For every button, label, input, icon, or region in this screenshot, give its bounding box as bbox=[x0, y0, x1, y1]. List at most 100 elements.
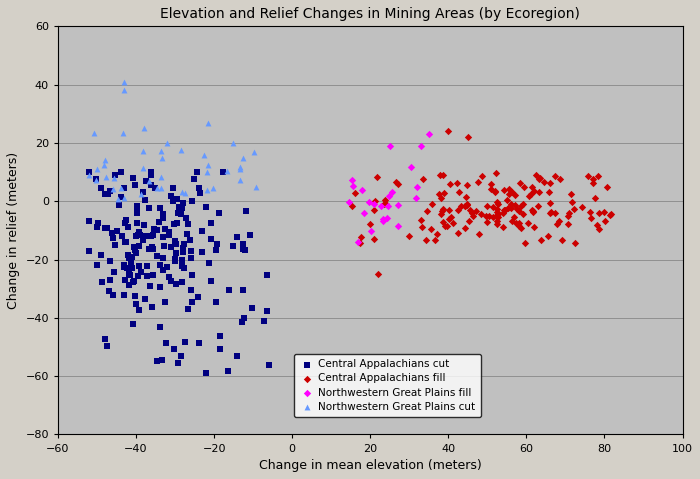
Central Appalachians fill bbox=[438, 189, 449, 196]
Central Appalachians cut bbox=[84, 168, 95, 176]
Central Appalachians fill bbox=[587, 180, 598, 187]
Central Appalachians fill bbox=[484, 213, 495, 220]
Central Appalachians cut bbox=[263, 361, 274, 368]
Y-axis label: Change in relief (meters): Change in relief (meters) bbox=[7, 152, 20, 309]
Central Appalachians cut bbox=[155, 324, 166, 331]
Central Appalachians cut bbox=[134, 231, 146, 239]
Central Appalachians fill bbox=[445, 213, 456, 220]
Central Appalachians cut bbox=[238, 245, 249, 252]
Central Appalachians fill bbox=[546, 208, 557, 216]
Central Appalachians fill bbox=[533, 202, 544, 210]
Central Appalachians cut bbox=[108, 268, 120, 276]
Central Appalachians cut bbox=[170, 280, 181, 288]
Central Appalachians fill bbox=[492, 208, 503, 216]
Northwestern Great Plains fill bbox=[392, 201, 403, 208]
Central Appalachians cut bbox=[160, 340, 172, 347]
Central Appalachians fill bbox=[393, 181, 404, 188]
Central Appalachians fill bbox=[524, 192, 535, 200]
Central Appalachians cut bbox=[169, 257, 181, 265]
Central Appalachians fill bbox=[513, 219, 524, 227]
Central Appalachians fill bbox=[527, 207, 538, 215]
Central Appalachians cut bbox=[237, 319, 248, 326]
Central Appalachians fill bbox=[514, 179, 525, 186]
Central Appalachians cut bbox=[157, 356, 168, 364]
Central Appalachians fill bbox=[379, 196, 391, 204]
Central Appalachians cut bbox=[118, 263, 130, 271]
Central Appalachians fill bbox=[459, 225, 470, 232]
Central Appalachians fill bbox=[542, 232, 553, 240]
Northwestern Great Plains cut bbox=[152, 184, 163, 192]
Central Appalachians cut bbox=[204, 260, 215, 267]
Legend: Central Appalachians cut, Central Appalachians fill, Northwestern Great Plains f: Central Appalachians cut, Central Appala… bbox=[294, 354, 481, 417]
Central Appalachians fill bbox=[534, 174, 545, 182]
Central Appalachians cut bbox=[141, 232, 152, 240]
Central Appalachians fill bbox=[473, 230, 484, 238]
Central Appalachians cut bbox=[261, 271, 272, 279]
Central Appalachians fill bbox=[493, 210, 504, 218]
Central Appalachians cut bbox=[205, 219, 216, 227]
Central Appalachians cut bbox=[231, 352, 242, 360]
Central Appalachians cut bbox=[178, 244, 189, 252]
Central Appalachians fill bbox=[533, 188, 545, 195]
Central Appalachians cut bbox=[146, 243, 158, 251]
Central Appalachians cut bbox=[110, 241, 121, 249]
Central Appalachians cut bbox=[124, 282, 135, 289]
Northwestern Great Plains cut bbox=[155, 173, 167, 181]
Central Appalachians cut bbox=[159, 242, 170, 250]
Central Appalachians cut bbox=[123, 271, 134, 278]
Northwestern Great Plains fill bbox=[412, 183, 423, 191]
Central Appalachians cut bbox=[132, 273, 144, 280]
Northwestern Great Plains fill bbox=[415, 142, 426, 149]
Central Appalachians fill bbox=[528, 187, 540, 195]
Northwestern Great Plains cut bbox=[248, 148, 260, 156]
Central Appalachians fill bbox=[371, 173, 382, 181]
Central Appalachians fill bbox=[462, 133, 473, 141]
Central Appalachians fill bbox=[391, 178, 402, 185]
Central Appalachians fill bbox=[512, 205, 523, 213]
Central Appalachians cut bbox=[99, 191, 111, 198]
Central Appalachians fill bbox=[491, 198, 503, 206]
Northwestern Great Plains cut bbox=[202, 161, 214, 169]
Central Appalachians cut bbox=[139, 221, 150, 229]
Central Appalachians fill bbox=[453, 188, 464, 196]
Northwestern Great Plains cut bbox=[139, 125, 150, 132]
Central Appalachians cut bbox=[170, 255, 181, 262]
Central Appalachians fill bbox=[452, 229, 463, 237]
Central Appalachians fill bbox=[431, 230, 442, 238]
Central Appalachians cut bbox=[223, 286, 235, 294]
Central Appalachians cut bbox=[118, 291, 130, 299]
Central Appalachians fill bbox=[508, 213, 519, 221]
Central Appalachians cut bbox=[132, 203, 143, 210]
Central Appalachians fill bbox=[436, 194, 447, 201]
Central Appalachians cut bbox=[134, 228, 145, 236]
Northwestern Great Plains fill bbox=[424, 130, 435, 138]
Central Appalachians fill bbox=[369, 197, 380, 205]
Northwestern Great Plains cut bbox=[113, 195, 124, 203]
Central Appalachians cut bbox=[129, 277, 140, 285]
Central Appalachians cut bbox=[193, 184, 204, 192]
Central Appalachians fill bbox=[544, 188, 555, 196]
Central Appalachians fill bbox=[564, 209, 575, 217]
Northwestern Great Plains cut bbox=[234, 163, 246, 171]
Central Appalachians fill bbox=[426, 200, 438, 207]
Central Appalachians fill bbox=[477, 172, 488, 180]
Central Appalachians fill bbox=[417, 175, 428, 183]
Central Appalachians fill bbox=[503, 185, 514, 193]
Central Appalachians fill bbox=[497, 209, 508, 217]
Central Appalachians cut bbox=[147, 304, 158, 311]
Title: Elevation and Relief Changes in Mining Areas (by Ecoregion): Elevation and Relief Changes in Mining A… bbox=[160, 7, 580, 21]
Central Appalachians fill bbox=[506, 189, 517, 196]
Northwestern Great Plains fill bbox=[377, 217, 388, 225]
Central Appalachians fill bbox=[491, 170, 502, 177]
Central Appalachians cut bbox=[132, 209, 143, 217]
Central Appalachians cut bbox=[211, 247, 222, 254]
Central Appalachians cut bbox=[258, 317, 270, 325]
Central Appalachians cut bbox=[170, 250, 181, 257]
Central Appalachians fill bbox=[354, 239, 365, 247]
Central Appalachians fill bbox=[492, 220, 503, 228]
Central Appalachians fill bbox=[553, 217, 564, 225]
Northwestern Great Plains fill bbox=[376, 202, 387, 210]
Central Appalachians cut bbox=[142, 272, 153, 280]
Central Appalachians cut bbox=[99, 224, 111, 231]
Central Appalachians fill bbox=[416, 223, 428, 230]
